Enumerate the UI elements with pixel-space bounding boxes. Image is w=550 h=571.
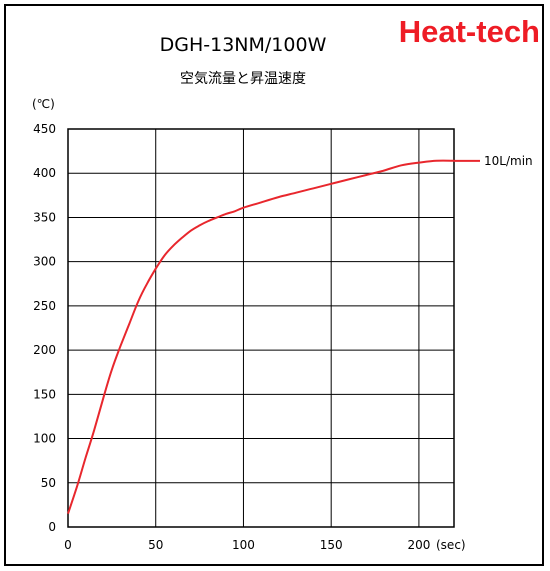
y-tick-label: 400	[33, 166, 56, 180]
x-tick-label: 200	[407, 538, 430, 552]
plot-area	[67, 128, 455, 528]
x-tick-label: 100	[232, 538, 255, 552]
y-tick-label: 350	[33, 210, 56, 224]
grid-lines	[68, 129, 454, 527]
series-group: 10L/min	[67, 154, 533, 515]
y-unit-label: (℃)	[32, 97, 55, 111]
tick-labels: 0 50 100 150 200 250 300 350 400 450 0 50 100 150 200	[33, 122, 430, 552]
y-tick-label: 300	[33, 255, 56, 269]
y-tick-label: 100	[33, 432, 56, 446]
y-tick-label: 0	[48, 520, 56, 534]
x-tick-label: 150	[320, 538, 343, 552]
x-tick-label: 50	[148, 538, 163, 552]
y-tick-label: 250	[33, 299, 56, 313]
x-unit-label: (sec)	[436, 538, 466, 552]
y-tick-label: 50	[41, 476, 56, 490]
chart-title: DGH-13NM/100W	[159, 34, 327, 56]
y-tick-label: 150	[33, 387, 56, 401]
y-tick-label: 200	[33, 343, 56, 357]
x-tick-label: 0	[64, 538, 72, 552]
series-line	[67, 159, 455, 515]
brand-logo: Heat-tech	[398, 14, 540, 49]
y-tick-label: 450	[33, 122, 56, 136]
chart-subtitle: 空気流量と昇温速度	[180, 71, 306, 87]
series-label: 10L/min	[484, 154, 533, 168]
